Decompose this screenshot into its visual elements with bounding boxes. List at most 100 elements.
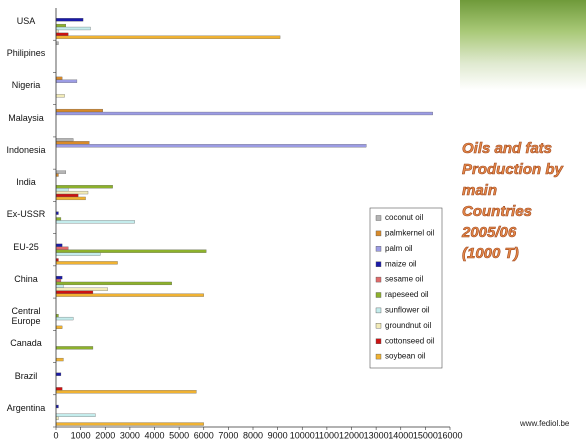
bar [55,23,66,28]
legend-swatch [375,323,382,329]
title-line: Countries [462,203,533,221]
x-tick-label: 15000 [413,430,438,440]
category-label: USA [16,16,36,26]
header-image [460,0,586,90]
legend-swatch [375,307,382,314]
legend-swatch [375,276,382,283]
title-line: main [462,182,498,200]
bar [55,422,204,426]
bar [55,413,96,417]
bar [55,193,79,198]
bar [55,170,66,174]
x-tick-label: 0 [53,430,58,440]
legend-box [369,207,443,369]
x-tick-label: 11000 [315,430,339,440]
bar [55,390,197,394]
bar [55,275,63,280]
bar [55,220,135,224]
category-label: Indonesia [6,144,46,155]
bar [55,346,94,350]
bar [55,111,433,116]
x-tick-label: 6000 [194,430,214,440]
bar [55,287,108,291]
bar [55,188,69,192]
bar [55,94,65,98]
legend-swatch [375,353,382,360]
x-tick-label: 16000 [437,430,462,440]
category-label: EU-25 [13,241,39,252]
x-tick-label: 2000 [95,430,115,440]
bar [55,76,63,80]
bar [55,387,63,391]
category-label: Ex-USSR [6,209,46,220]
category-label: Malaysia [8,112,44,123]
x-tick-label: 12000 [339,430,364,440]
category-label: Nigeria [11,80,41,91]
bar [55,316,74,321]
title-line: Production by [462,161,563,179]
category-label: Philipines [6,48,46,59]
category-label: Brazil [14,370,38,381]
x-tick-label: 9000 [268,430,288,440]
bar [55,18,84,22]
bar [55,293,204,297]
x-tick-label: 4000 [144,430,164,440]
bar [55,246,69,250]
legend-swatch [375,338,382,344]
bar [55,32,69,36]
bar [55,217,62,221]
category-label: India [16,177,36,188]
bar [55,185,113,189]
legend-swatch [375,230,382,237]
bar [55,252,101,256]
bar [55,372,62,376]
source: www.fediol.be [520,419,570,428]
x-tick-label: 3000 [120,430,140,440]
x-tick-label: 8000 [243,430,263,440]
category-label: China [14,273,38,284]
bar [55,261,118,265]
title-line: (1000 T) [462,245,519,263]
bar [55,35,281,39]
legend-label: maize oil [385,259,417,268]
legend-label: sunflower oil [385,306,430,315]
x-tick-label: 1000 [71,430,91,440]
legend-label: sesame oil [385,275,423,284]
legend-label: palm oil [385,244,413,253]
category-label: Canada [10,338,42,349]
category-label: Argentina [6,402,46,413]
legend-swatch [375,292,382,298]
legend-label: groundnut oil [385,321,431,330]
title-line: Oils and fats [462,140,553,158]
bar [55,325,63,329]
legend-swatch [375,246,382,252]
x-tick-label: 5000 [169,430,189,440]
bar [55,281,172,286]
legend-label: cottonseed oil [385,336,435,345]
legend-swatch [375,261,382,267]
x-tick-label: 13000 [364,430,389,440]
bar [55,190,89,195]
bar [55,284,64,288]
x-tick-label: 7000 [218,430,238,440]
category-label: Central Europe [11,306,41,327]
bar [55,26,91,31]
legend-swatch [375,215,382,221]
bar [55,108,103,113]
legend-label: coconut oil [385,213,423,222]
bar [55,79,78,83]
bar [55,357,64,362]
bar [55,249,207,253]
legend-label: rapeseed oil [385,290,429,299]
bar [55,138,74,142]
x-tick-label: 14000 [388,430,413,440]
legend-label: palmkernel oil [385,229,435,238]
x-tick-label: 10000 [290,430,315,440]
bar [55,290,94,294]
bar [55,144,367,148]
bar [55,278,62,283]
bar [55,196,86,201]
bar [55,243,63,247]
